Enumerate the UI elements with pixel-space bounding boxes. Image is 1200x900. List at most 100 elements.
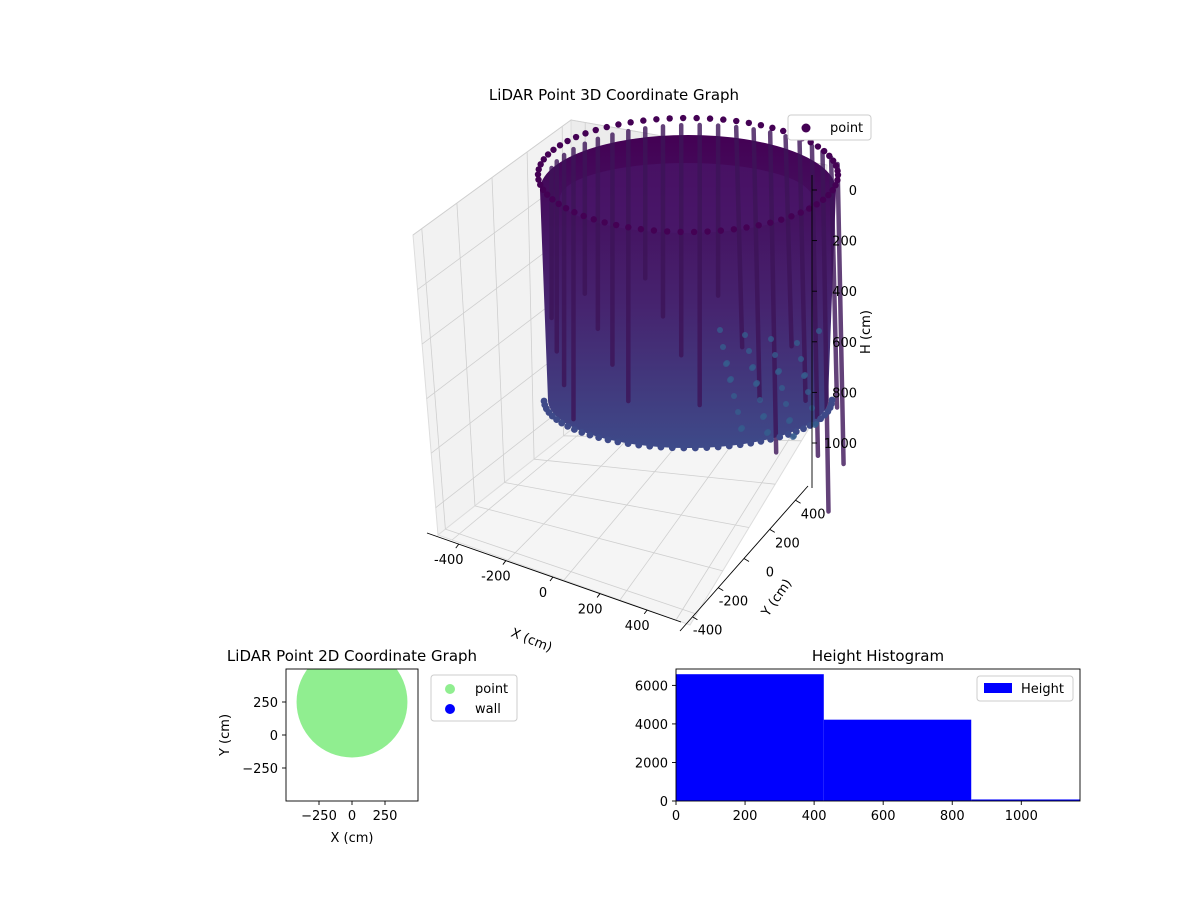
point-marker	[646, 442, 654, 450]
point-marker	[790, 434, 796, 440]
tick-label-y: 6000	[635, 679, 668, 694]
point-marker	[627, 119, 634, 126]
point-marker	[562, 204, 570, 212]
tick-mark-y	[717, 587, 724, 591]
point-marker	[731, 393, 737, 399]
tick-label-y: 0	[766, 566, 774, 581]
tick-label-y: -200	[719, 595, 749, 610]
point-marker	[807, 138, 814, 146]
point-marker	[832, 162, 840, 169]
point-marker	[714, 443, 722, 451]
point-marker	[730, 226, 738, 233]
point-marker	[663, 228, 671, 235]
point-marker	[691, 444, 699, 452]
grid-line-y	[534, 458, 776, 485]
tick-label-x: 600	[871, 809, 896, 824]
point-marker	[767, 219, 774, 226]
point-marker	[736, 441, 744, 449]
point-marker	[550, 146, 557, 153]
point-marker	[757, 121, 765, 129]
tick-label-y: 4000	[635, 718, 668, 733]
tick-label-x: 0	[672, 809, 680, 824]
tick-label-x: 250	[373, 809, 398, 824]
legend-marker-height	[984, 683, 1012, 693]
point-marker	[772, 352, 778, 358]
tick-label-y: 250	[253, 696, 278, 711]
point-marker	[580, 212, 587, 220]
point-marker	[783, 401, 789, 407]
point-marker	[615, 121, 622, 128]
point-marker	[590, 216, 597, 223]
point-marker	[578, 429, 586, 436]
cylinder-opening	[560, 163, 812, 233]
point-marker	[717, 327, 723, 333]
tick-label-z: 0	[849, 184, 857, 199]
point-marker	[816, 328, 822, 334]
point-marker	[720, 116, 727, 123]
grid-line-x-wall	[491, 177, 505, 483]
point-marker	[760, 414, 766, 420]
scan-column	[751, 127, 762, 402]
point-marker	[825, 191, 832, 199]
legend-label-point: point	[475, 682, 508, 697]
point-marker	[786, 418, 792, 424]
point-marker	[601, 219, 608, 226]
point-marker	[834, 167, 841, 175]
point-marker	[733, 117, 740, 125]
pane-floor	[436, 429, 809, 626]
point-marker	[743, 224, 750, 231]
point-marker	[812, 422, 818, 428]
point-marker	[570, 426, 578, 433]
point-marker	[735, 409, 741, 415]
point-marker	[564, 137, 571, 145]
point-marker	[745, 119, 753, 127]
point-marker	[592, 126, 599, 134]
zlabel-3d: H (cm)	[859, 310, 874, 354]
point-marker	[637, 225, 645, 233]
point-marker	[677, 228, 684, 236]
point-marker	[534, 171, 542, 178]
tick-label-y: −250	[242, 762, 278, 777]
point-marker	[555, 200, 562, 208]
point-marker	[814, 143, 822, 150]
point-marker	[778, 216, 785, 223]
tick-label-x: 400	[625, 619, 650, 634]
point-marker	[544, 151, 552, 158]
point-marker	[767, 435, 774, 443]
legend-3d: point	[787, 114, 872, 141]
tick-label-x: -400	[434, 553, 464, 568]
point-marker	[564, 422, 572, 430]
point-marker	[657, 443, 665, 451]
tick-label-y: 2000	[635, 756, 668, 771]
point-marker	[725, 442, 733, 450]
point-marker	[535, 166, 542, 173]
tick-label-x: 400	[802, 809, 827, 824]
point-marker	[757, 397, 763, 403]
tick-mark-x	[643, 609, 648, 615]
tick-mark-y	[743, 558, 750, 562]
point-marker	[706, 115, 714, 122]
point-marker	[727, 377, 733, 383]
xlabel-2d: X (cm)	[331, 831, 374, 846]
point-marker	[797, 209, 804, 216]
chart-2d: −250 0 250 −250 0 250 LiDAR Point 2D Coordina…	[218, 647, 518, 846]
point-marker	[540, 397, 548, 405]
point-marker	[834, 176, 841, 184]
point-marker	[625, 224, 632, 231]
point-cloud	[534, 114, 846, 514]
point-marker	[650, 227, 658, 234]
point-marker	[595, 434, 603, 442]
legend-label-wall: wall	[475, 702, 501, 717]
point-marker	[717, 227, 725, 234]
point-marker	[624, 440, 632, 448]
histogram-bars	[676, 674, 1080, 801]
point-marker	[753, 381, 759, 387]
point-marker	[768, 336, 774, 342]
tick-label-y: -400	[693, 624, 723, 639]
point-marker	[540, 156, 547, 163]
point-marker	[720, 344, 726, 350]
point-marker	[693, 114, 700, 122]
title-3d: LiDAR Point 3D Coordinate Graph	[489, 86, 739, 104]
point-marker	[635, 441, 643, 449]
